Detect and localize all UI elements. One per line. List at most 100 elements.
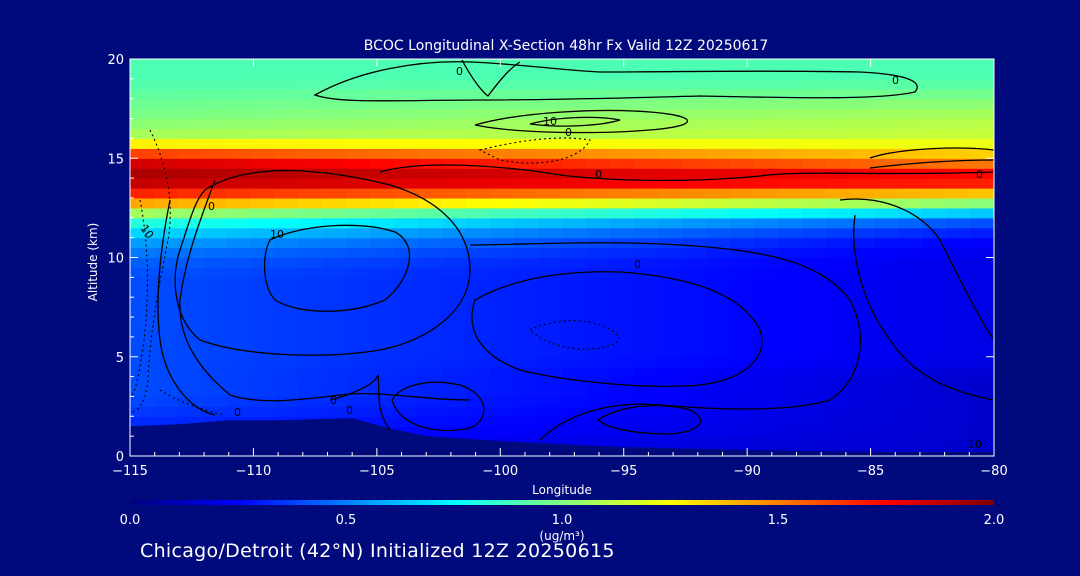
- heatmap-cell: [226, 227, 251, 239]
- heatmap-cell: [730, 287, 755, 298]
- heatmap-cell: [250, 396, 275, 407]
- heatmap-cell: [850, 188, 875, 199]
- heatmap-cell: [178, 148, 203, 159]
- heatmap-cell: [538, 148, 563, 159]
- heatmap-cell: [274, 257, 299, 269]
- x-tick-label: −95: [610, 464, 637, 479]
- heatmap-cell: [202, 317, 227, 328]
- contour-label: 0: [634, 258, 641, 271]
- heatmap-cell: [178, 237, 203, 249]
- heatmap-cell: [274, 317, 299, 328]
- heatmap-cell: [202, 88, 227, 100]
- heatmap-cell: [634, 366, 659, 378]
- heatmap-cell: [226, 307, 251, 318]
- heatmap-cell: [778, 217, 803, 229]
- heatmap-cell: [418, 59, 443, 70]
- heatmap-cell: [682, 287, 707, 298]
- heatmap-cell: [202, 68, 227, 80]
- heatmap-cell: [274, 148, 299, 159]
- heatmap-cell: [970, 88, 994, 100]
- heatmap-cell: [946, 217, 971, 229]
- heatmap-cell: [154, 168, 179, 179]
- heatmap-cell: [634, 88, 659, 100]
- heatmap-cell: [778, 396, 803, 407]
- heatmap-cell: [898, 366, 923, 378]
- heatmap-cell: [658, 267, 683, 278]
- heatmap-cell: [658, 346, 683, 358]
- heatmap-cell: [538, 436, 563, 447]
- heatmap-cell: [154, 68, 179, 80]
- heatmap-cell: [466, 416, 491, 427]
- heatmap-cell: [850, 366, 875, 378]
- heatmap-cell: [946, 346, 971, 358]
- heatmap-cell: [514, 178, 539, 189]
- heatmap-cell: [850, 98, 875, 110]
- heatmap-cell: [826, 128, 851, 139]
- heatmap-cell: [322, 307, 347, 318]
- heatmap-cell: [226, 158, 251, 169]
- heatmap-cell: [442, 227, 467, 239]
- heatmap-cell: [586, 356, 611, 368]
- heatmap-cell: [682, 257, 707, 269]
- heatmap-cell: [682, 406, 707, 417]
- heatmap-cell: [754, 247, 779, 259]
- heatmap-cell: [394, 247, 419, 259]
- heatmap-cell: [130, 356, 155, 368]
- heatmap-cell: [658, 376, 683, 388]
- heatmap-cell: [346, 207, 371, 219]
- heatmap-cell: [250, 307, 275, 318]
- heatmap-cell: [562, 326, 587, 338]
- heatmap-cell: [850, 108, 875, 120]
- heatmap-cell: [970, 158, 994, 169]
- heatmap-cell: [898, 376, 923, 388]
- heatmap-cell: [370, 346, 395, 358]
- heatmap-cell: [634, 98, 659, 110]
- heatmap-cell: [922, 128, 947, 139]
- heatmap-cell: [970, 426, 994, 437]
- heatmap-cell: [394, 227, 419, 239]
- heatmap-cell: [610, 326, 635, 338]
- heatmap-cell: [754, 257, 779, 269]
- heatmap-cell: [178, 88, 203, 100]
- heatmap-cell: [778, 307, 803, 318]
- heatmap-cell: [610, 416, 635, 427]
- heatmap-cell: [562, 168, 587, 179]
- heatmap-cell: [442, 138, 467, 149]
- heatmap-cell: [130, 376, 155, 388]
- heatmap-cell: [610, 376, 635, 388]
- heatmap-cell: [754, 297, 779, 308]
- heatmap-cell: [370, 366, 395, 378]
- heatmap-cell: [850, 68, 875, 80]
- heatmap-cell: [394, 257, 419, 269]
- heatmap-cell: [778, 336, 803, 348]
- heatmap-cell: [682, 108, 707, 120]
- heatmap-cell: [298, 158, 323, 169]
- heatmap-cell: [850, 88, 875, 100]
- heatmap-cell: [826, 277, 851, 288]
- heatmap-cell: [346, 287, 371, 298]
- heatmap-cell: [442, 346, 467, 358]
- heatmap-cell: [418, 128, 443, 139]
- heatmap-cell: [754, 188, 779, 199]
- heatmap-cell: [610, 386, 635, 398]
- heatmap-cell: [586, 307, 611, 318]
- heatmap-cell: [346, 138, 371, 149]
- heatmap-cell: [898, 188, 923, 199]
- heatmap-cell: [466, 336, 491, 348]
- heatmap-cell: [706, 197, 731, 209]
- heatmap-cell: [466, 148, 491, 159]
- heatmap-cell: [178, 317, 203, 328]
- heatmap-cell: [946, 326, 971, 338]
- heatmap-cell: [634, 118, 659, 130]
- heatmap-cell: [778, 148, 803, 159]
- heatmap-cell: [274, 267, 299, 278]
- heatmap-cell: [130, 317, 155, 328]
- heatmap-cell: [442, 307, 467, 318]
- contour-label: 0: [208, 200, 215, 213]
- contour-label: 10: [270, 228, 284, 241]
- heatmap-cell: [562, 277, 587, 288]
- heatmap-cell: [274, 396, 299, 407]
- heatmap-cell: [154, 148, 179, 159]
- heatmap-cell: [610, 257, 635, 269]
- heatmap-cell: [226, 207, 251, 219]
